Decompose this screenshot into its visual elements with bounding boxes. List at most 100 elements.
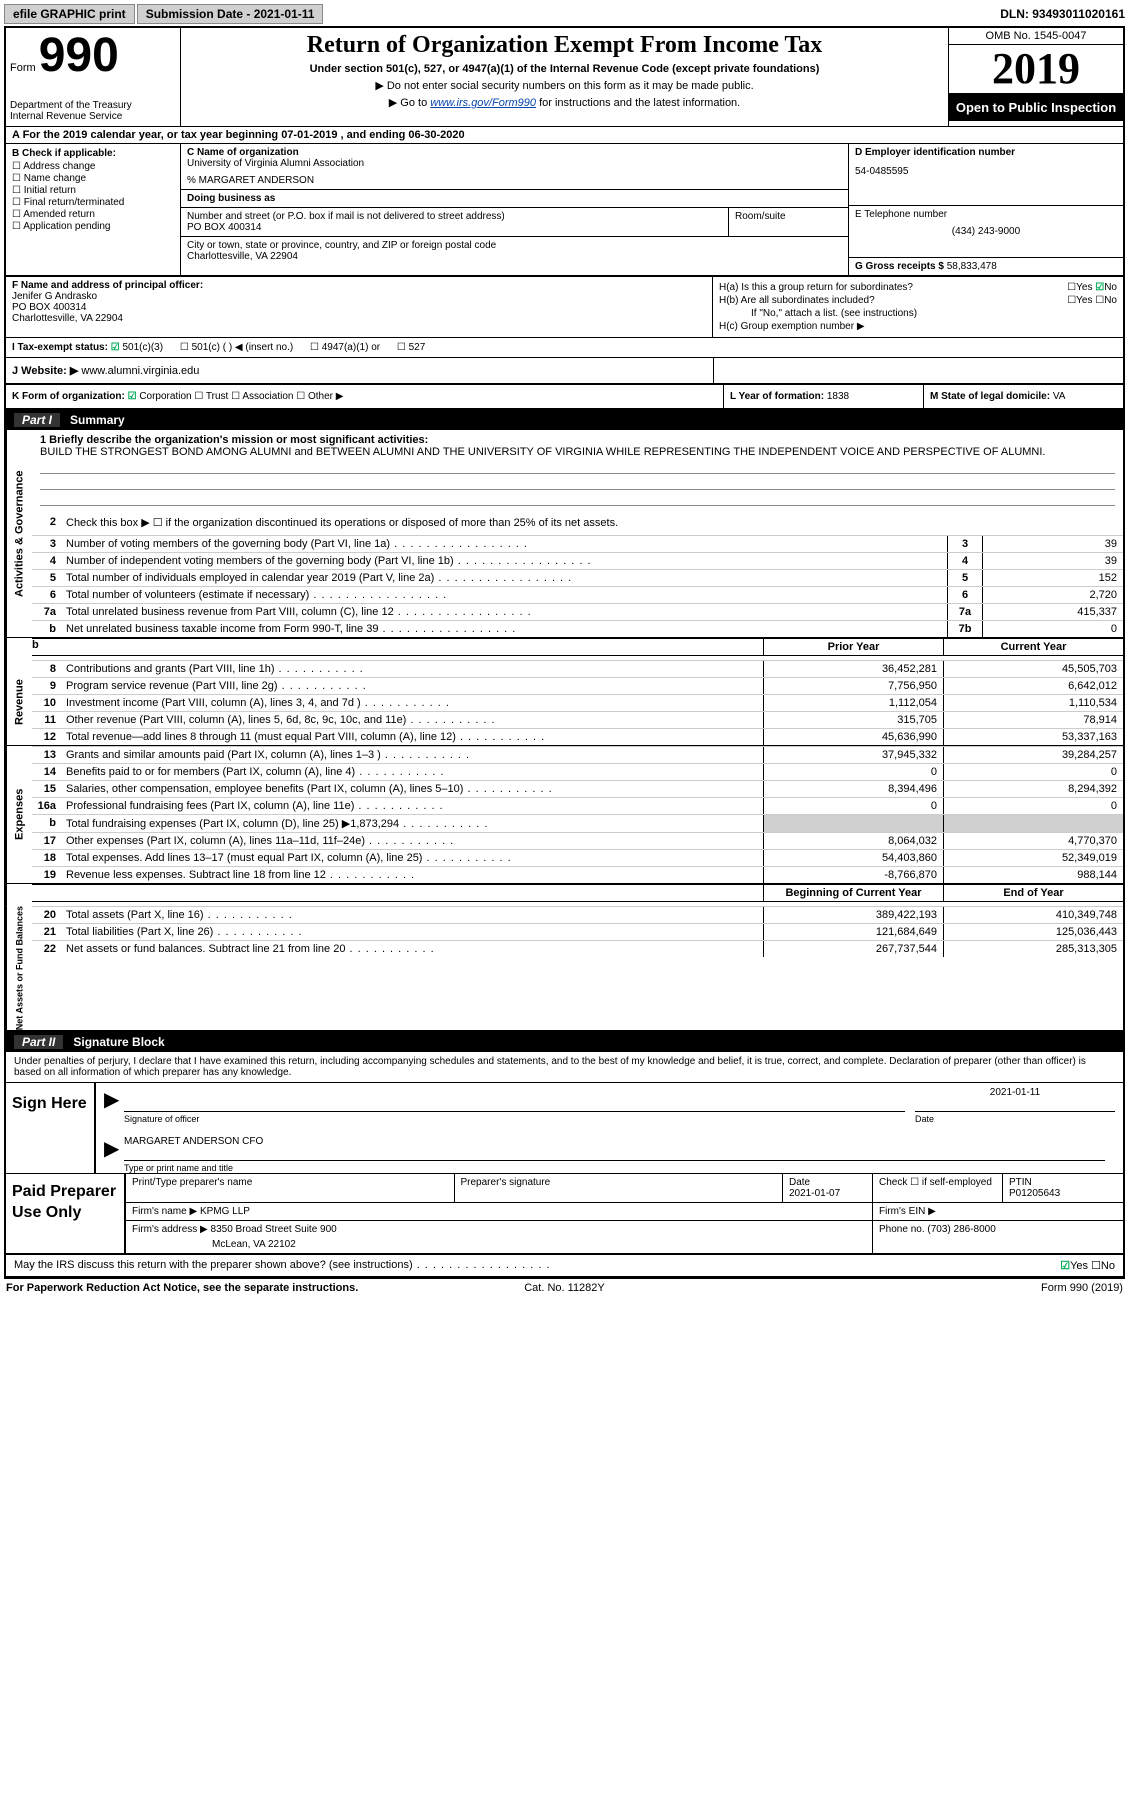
money-row: 14Benefits paid to or for members (Part … <box>32 763 1123 780</box>
chk-address[interactable]: ☐ Address change <box>12 161 174 172</box>
preparer-label: Paid Preparer Use Only <box>6 1174 126 1253</box>
j-right <box>713 358 1123 383</box>
hc-line: H(c) Group exemption number ▶ <box>719 321 1117 332</box>
money-row: 11Other revenue (Part VIII, column (A), … <box>32 711 1123 728</box>
officer-addr2: Charlottesville, VA 22904 <box>12 313 706 324</box>
hb-line: H(b) Are all subordinates included? ☐Yes… <box>719 295 1117 306</box>
mission-label: 1 Briefly describe the organization's mi… <box>40 434 1115 446</box>
tab-net: Net Assets or Fund Balances <box>6 906 32 1030</box>
expenses-body: 13Grants and similar amounts paid (Part … <box>32 746 1123 883</box>
arrow-icon: ▶ <box>104 1136 124 1161</box>
tab-revenue: Revenue <box>6 660 32 745</box>
officer-printed: MARGARET ANDERSON CFO <box>124 1136 1105 1161</box>
website-cell: J Website: ▶ www.alumni.virginia.edu <box>6 358 713 383</box>
hdr-spacer2 <box>32 885 763 901</box>
discuss-row: May the IRS discuss this return with the… <box>6 1255 1123 1277</box>
form-word: Form <box>10 62 36 74</box>
penalty-text: Under penalties of perjury, I declare th… <box>6 1052 1123 1083</box>
discuss-yesno[interactable]: ☑Yes ☐No <box>1060 1259 1115 1272</box>
chk-amended[interactable]: ☐ Amended return <box>12 209 174 220</box>
prior-val: 389,422,193 <box>763 907 943 923</box>
row-j: J Website: ▶ www.alumni.virginia.edu <box>6 358 1123 385</box>
line-num: 18 <box>32 850 62 866</box>
org-name: University of Virginia Alumni Associatio… <box>187 158 842 169</box>
hb-label: H(b) Are all subordinates included? <box>719 295 1067 306</box>
submission-button[interactable]: Submission Date - 2021-01-11 <box>137 4 324 24</box>
line-box: 7b <box>947 621 983 637</box>
line-desc: Net unrelated business taxable income fr… <box>62 621 947 637</box>
c-label: C Name of organization <box>187 147 842 158</box>
ha-yesno[interactable]: ☐Yes ☑No <box>1067 282 1117 293</box>
section-k: K Form of organization: ☑ Corporation ☐ … <box>6 385 723 408</box>
prior-val: -8,766,870 <box>763 867 943 883</box>
prior-val: 267,737,544 <box>763 941 943 957</box>
i-501c3[interactable]: ☑ 501(c)(3) <box>111 342 163 353</box>
gov-body: 1 Briefly describe the organization's mi… <box>32 430 1123 637</box>
line-num: 22 <box>32 941 62 957</box>
net-hdr-section: Beginning of Current Year End of Year <box>6 884 1123 906</box>
row-a: A For the 2019 calendar year, or tax yea… <box>6 127 1123 144</box>
sig-sub-1: Signature of officer Date <box>96 1114 1123 1124</box>
chk-pending[interactable]: ☐ Application pending <box>12 221 174 232</box>
officer-signature[interactable] <box>124 1087 905 1112</box>
line-val: 152 <box>983 570 1123 586</box>
k-other[interactable]: ☐ Other ▶ <box>296 391 343 402</box>
irs-link[interactable]: www.irs.gov/Form990 <box>430 97 536 109</box>
k-trust[interactable]: ☐ Trust <box>194 391 228 402</box>
line-num: 2 <box>32 514 62 531</box>
k-corp[interactable]: ☑ Corporation <box>128 391 192 402</box>
net-section: Net Assets or Fund Balances 20Total asse… <box>6 906 1123 1032</box>
prep-row-1: Print/Type preparer's name Preparer's si… <box>126 1174 1123 1203</box>
i-501c[interactable]: ☐ 501(c) ( ) ◀ (insert no.) <box>180 342 293 353</box>
form-subtitle: Under section 501(c), 527, or 4947(a)(1)… <box>189 63 940 75</box>
section-f: F Name and address of principal officer:… <box>6 277 713 337</box>
line-num: 7a <box>32 604 62 620</box>
chk-initial[interactable]: ☐ Initial return <box>12 185 174 196</box>
i-4947[interactable]: ☐ 4947(a)(1) or <box>310 342 380 353</box>
line-box: 7a <box>947 604 983 620</box>
note2-post: for instructions and the latest informat… <box>536 97 740 109</box>
ha-label: H(a) Is this a group return for subordin… <box>719 282 1067 293</box>
form-title: Return of Organization Exempt From Incom… <box>189 32 940 59</box>
chk-final[interactable]: ☐ Final return/terminated <box>12 197 174 208</box>
line-num: 16a <box>32 798 62 814</box>
tab-expenses: Expenses <box>6 746 32 883</box>
line-desc: Total number of individuals employed in … <box>62 570 947 586</box>
note-ssn: ▶ Do not enter social security numbers o… <box>189 79 940 92</box>
line-num: 11 <box>32 712 62 728</box>
top-bar: efile GRAPHIC print Submission Date - 20… <box>4 4 1125 24</box>
header-row: Form 990 Department of the Treasury Inte… <box>6 28 1123 127</box>
part2-header: Part II Signature Block <box>6 1032 1123 1052</box>
gov-section: Activities & Governance 1 Briefly descri… <box>6 430 1123 638</box>
efile-button[interactable]: efile GRAPHIC print <box>4 4 135 24</box>
line-num: 5 <box>32 570 62 586</box>
line-desc: Contributions and grants (Part VIII, lin… <box>62 661 763 677</box>
m-value: VA <box>1053 391 1066 402</box>
line-num: b <box>32 815 62 832</box>
line-num: 9 <box>32 678 62 694</box>
current-val: 8,294,392 <box>943 781 1123 797</box>
addr-value: PO BOX 400314 <box>187 222 722 233</box>
i-label: I Tax-exempt status: <box>12 342 108 353</box>
section-m: M State of legal domicile: VA <box>923 385 1123 408</box>
firm-name-cell: Firm's name ▶ KPMG LLP <box>126 1203 873 1220</box>
hb-yesno[interactable]: ☐Yes ☐No <box>1067 295 1117 306</box>
k-assoc[interactable]: ☐ Association <box>231 391 293 402</box>
chk-name[interactable]: ☐ Name change <box>12 173 174 184</box>
sig-sub-2: Type or print name and title <box>96 1163 1123 1173</box>
current-val: 4,770,370 <box>943 833 1123 849</box>
line-box: 6 <box>947 587 983 603</box>
i-527[interactable]: ☐ 527 <box>397 342 425 353</box>
line-box: 5 <box>947 570 983 586</box>
firm-phone-cell: Phone no. (703) 286-8000 <box>873 1221 1123 1253</box>
prior-val: 37,945,332 <box>763 747 943 763</box>
dln-text: DLN: 93493011020161 <box>1000 7 1125 21</box>
current-year-hdr: Current Year <box>943 639 1123 655</box>
money-row: 12Total revenue—add lines 8 through 11 (… <box>32 728 1123 745</box>
line-desc: Net assets or fund balances. Subtract li… <box>62 941 763 957</box>
prior-val: 0 <box>763 798 943 814</box>
identity-block: B Check if applicable: ☐ Address change … <box>6 144 1123 275</box>
money-row: 21Total liabilities (Part X, line 26)121… <box>32 923 1123 940</box>
prep-check-cell[interactable]: Check ☐ if self-employed <box>873 1174 1003 1202</box>
mission-block: 1 Briefly describe the organization's mi… <box>32 430 1123 510</box>
